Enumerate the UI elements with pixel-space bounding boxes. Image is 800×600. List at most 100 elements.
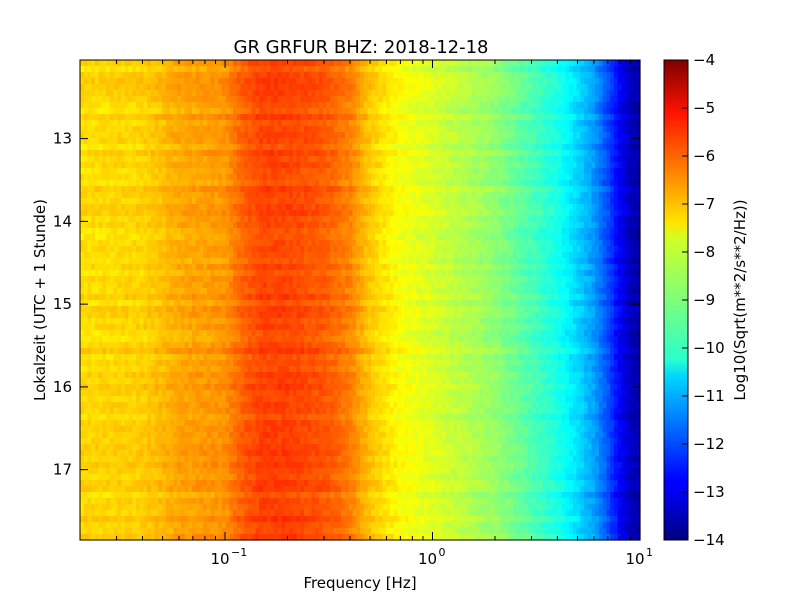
- heatmap-cell: [535, 78, 540, 85]
- heatmap-cell: [565, 114, 570, 121]
- heatmap-cell: [248, 204, 253, 211]
- heatmap-cell: [165, 198, 171, 205]
- heatmap-cell: [165, 138, 171, 145]
- heatmap-cell: [565, 102, 570, 109]
- heatmap-cell: [565, 174, 570, 181]
- heatmap-cell: [173, 120, 178, 127]
- heatmap-cell: [557, 60, 563, 67]
- heatmap-cell: [106, 204, 111, 211]
- heatmap-cell: [371, 90, 376, 97]
- heatmap-cell: [457, 204, 462, 211]
- heatmap-cell: [363, 210, 369, 217]
- heatmap-cell: [363, 108, 369, 115]
- heatmap-cell: [162, 96, 167, 103]
- heatmap-cell: [587, 108, 593, 115]
- heatmap-cell: [486, 216, 492, 223]
- heatmap-cell: [550, 102, 555, 109]
- heatmap-cell: [430, 144, 436, 151]
- heatmap-cell: [150, 180, 156, 187]
- heatmap-cell: [513, 180, 518, 187]
- heatmap-cell: [401, 60, 406, 67]
- heatmap-cell: [494, 66, 499, 73]
- heatmap-cell: [569, 168, 574, 175]
- heatmap-cell: [304, 246, 309, 253]
- heatmap-cell: [124, 210, 130, 217]
- heatmap-cell: [628, 126, 634, 133]
- heatmap-cell: [80, 150, 85, 157]
- heatmap-cell: [128, 108, 133, 115]
- heatmap-cell: [580, 72, 585, 79]
- heatmap-cell: [430, 216, 436, 223]
- heatmap-cell: [595, 108, 600, 115]
- heatmap-cell: [304, 78, 309, 85]
- heatmap-cell: [401, 216, 406, 223]
- heatmap-cell: [337, 150, 342, 157]
- heatmap-cell: [162, 222, 167, 229]
- heatmap-cell: [542, 96, 548, 103]
- heatmap-cell: [106, 180, 111, 187]
- heatmap-cell: [565, 126, 570, 133]
- heatmap-cell: [333, 108, 339, 115]
- heatmap-cell: [445, 72, 451, 79]
- heatmap-cell: [386, 204, 391, 211]
- heatmap-cell: [233, 84, 238, 91]
- heatmap-cell: [154, 180, 159, 187]
- heatmap-cell: [348, 150, 354, 157]
- heatmap-cell: [404, 174, 410, 181]
- heatmap-cell: [412, 96, 417, 103]
- heatmap-cell: [158, 108, 163, 115]
- heatmap-cell: [367, 156, 372, 163]
- heatmap-cell: [330, 168, 335, 175]
- heatmap-cell: [337, 228, 342, 235]
- heatmap-cell: [352, 72, 357, 79]
- heatmap-cell: [576, 108, 581, 115]
- heatmap-cell: [199, 210, 204, 217]
- heatmap-cell: [139, 84, 145, 91]
- heatmap-cell: [248, 72, 253, 79]
- heatmap-cell: [535, 72, 540, 79]
- heatmap-cell: [531, 150, 537, 157]
- heatmap-cell: [221, 120, 227, 127]
- heatmap-cell: [416, 204, 421, 211]
- heatmap-cell: [598, 234, 604, 241]
- heatmap-cell: [591, 204, 596, 211]
- heatmap-cell: [427, 114, 432, 121]
- heatmap-cell: [404, 90, 410, 97]
- heatmap-cell: [520, 210, 525, 217]
- heatmap-cell: [236, 204, 242, 211]
- heatmap-cell: [348, 180, 354, 187]
- heatmap-cell: [139, 180, 145, 187]
- heatmap-cell: [419, 246, 425, 253]
- heatmap-cell: [221, 132, 227, 139]
- heatmap-cell: [150, 78, 156, 85]
- heatmap-cell: [139, 144, 145, 151]
- heatmap-cell: [632, 234, 637, 241]
- heatmap-cell: [621, 66, 626, 73]
- heatmap-cell: [289, 150, 294, 157]
- heatmap-cell: [348, 120, 354, 127]
- heatmap-cell: [307, 72, 313, 79]
- heatmap-cell: [546, 84, 551, 91]
- heatmap-cell: [598, 222, 604, 229]
- heatmap-cell: [333, 60, 339, 67]
- heatmap-cell: [356, 198, 361, 205]
- heatmap-cell: [598, 144, 604, 151]
- heatmap-cell: [266, 252, 271, 259]
- heatmap-cell: [132, 72, 137, 79]
- heatmap-cell: [285, 216, 290, 223]
- heatmap-cell: [505, 132, 510, 139]
- heatmap-cell: [632, 78, 637, 85]
- heatmap-cell: [501, 240, 507, 247]
- heatmap-cell: [509, 60, 514, 67]
- heatmap-cell: [490, 66, 495, 73]
- heatmap-cell: [102, 138, 107, 145]
- heatmap-cell: [165, 96, 171, 103]
- heatmap-cell: [248, 234, 253, 241]
- heatmap-cell: [259, 222, 264, 229]
- heatmap-cell: [83, 156, 89, 163]
- heatmap-cell: [106, 240, 111, 247]
- heatmap-cell: [479, 162, 484, 169]
- heatmap-cell: [486, 186, 492, 193]
- heatmap-cell: [546, 204, 551, 211]
- heatmap-cell: [121, 78, 126, 85]
